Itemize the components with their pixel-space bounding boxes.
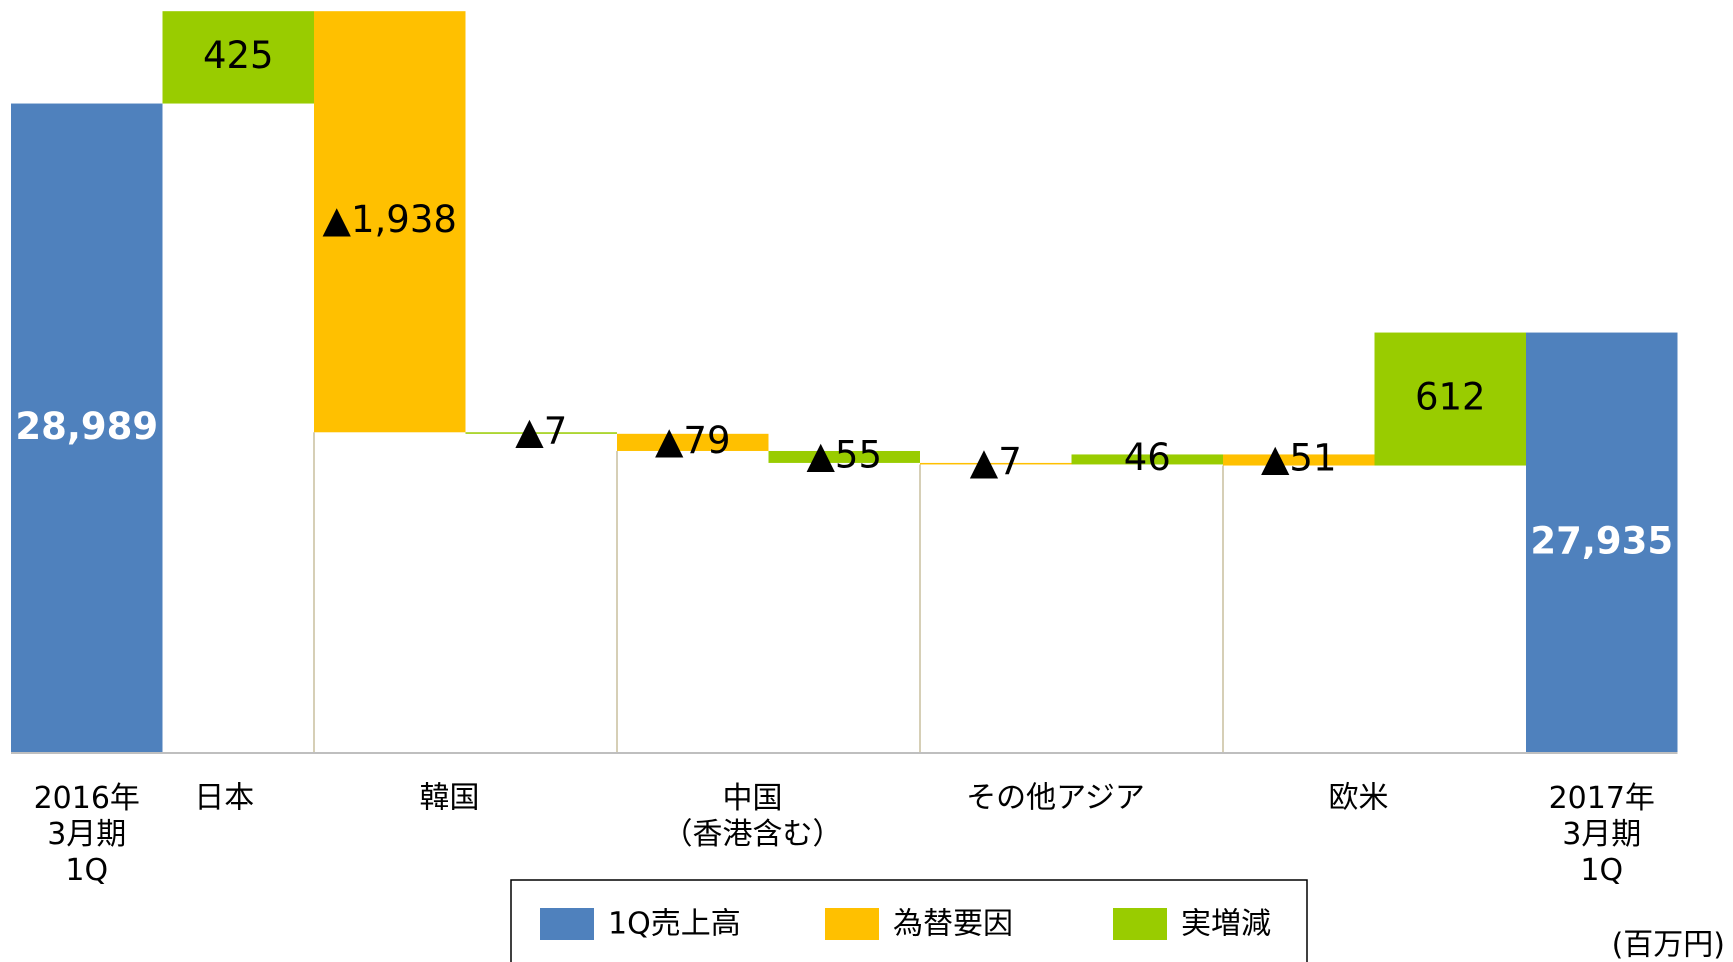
value-label: ▲7: [970, 440, 1022, 483]
legend-label: 1Q売上高: [608, 907, 741, 942]
legend-swatch: [825, 908, 879, 940]
bar: [1374, 332, 1526, 466]
bar: [1526, 332, 1678, 753]
value-label: ▲79: [655, 419, 731, 462]
value-label: ▲7: [515, 410, 567, 453]
value-label: 46: [1124, 436, 1171, 479]
legend-label: 実増減: [1181, 907, 1271, 942]
value-label: 28,989: [15, 405, 158, 448]
value-label: 27,935: [1530, 519, 1673, 562]
legend-swatch: [540, 908, 594, 940]
value-label: ▲55: [806, 433, 882, 476]
x-tick-label: 2017年 3月期 1Q: [1549, 781, 1655, 888]
bar: [314, 11, 466, 433]
legend-swatch: [1113, 908, 1167, 940]
bar: [162, 11, 314, 104]
bar: [465, 432, 617, 434]
value-label: 425: [203, 34, 274, 77]
value-label: 612: [1415, 376, 1486, 419]
value-label: ▲51: [1261, 436, 1337, 479]
bar: [768, 450, 920, 463]
bar: [1071, 454, 1223, 465]
bar: [617, 433, 769, 451]
x-tick-label: 日本: [194, 781, 254, 816]
value-label: ▲1,938: [323, 198, 457, 241]
x-tick-label: 中国（香港含む）: [663, 781, 843, 852]
x-tick-label: 2016年 3月期 1Q: [34, 781, 140, 888]
bar: [11, 103, 163, 753]
x-tick-label: 欧米: [1329, 781, 1389, 816]
legend-label: 為替要因: [893, 907, 1013, 942]
unit-label: (百万円): [1612, 928, 1725, 962]
legend-box: [510, 879, 1308, 962]
x-tick-label: 韓国: [420, 781, 480, 816]
x-tick-label: その他アジア: [966, 781, 1145, 816]
bar: [1223, 454, 1375, 466]
bar: [920, 462, 1072, 465]
